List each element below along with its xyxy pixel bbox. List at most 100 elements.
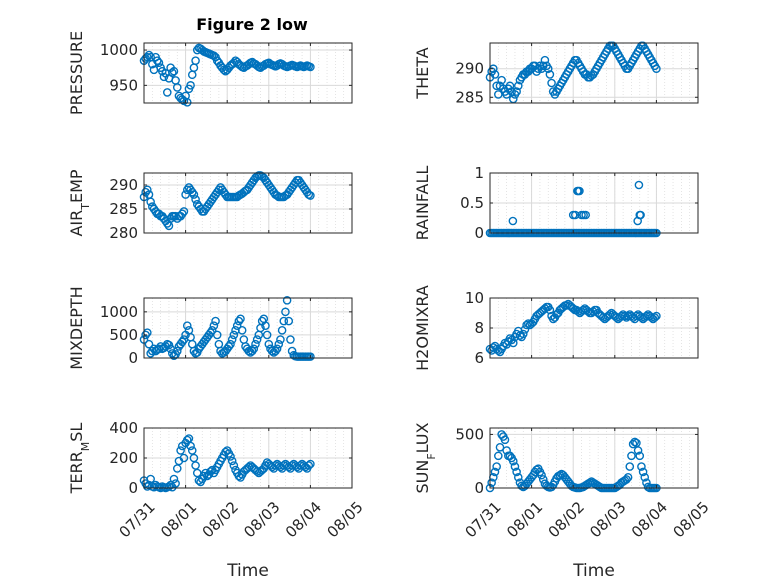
- data-point: [247, 346, 257, 356]
- data-point: [636, 210, 645, 220]
- data-point: [172, 83, 182, 92]
- y-tick-label: 1000: [100, 303, 138, 321]
- y-tick-label: 290: [109, 176, 138, 194]
- data-point: [171, 479, 180, 488]
- y-tick-label: 0: [128, 349, 138, 367]
- data-point: [144, 339, 154, 349]
- data-point: [625, 462, 635, 471]
- data-point: [652, 311, 661, 321]
- data-point: [229, 330, 239, 340]
- series-air-temp: [139, 171, 315, 231]
- data-point: [227, 456, 237, 466]
- y-tick-label: 280: [109, 224, 138, 242]
- data-point: [637, 462, 646, 471]
- data-point: [224, 342, 234, 351]
- data-point: [523, 319, 533, 328]
- y-tick-label: 1: [474, 164, 484, 182]
- axes-box: [143, 172, 353, 234]
- data-point: [249, 344, 259, 354]
- y-tick-label: 10: [465, 289, 484, 307]
- data-point: [261, 321, 270, 330]
- data-point: [513, 472, 523, 482]
- data-point: [281, 307, 290, 317]
- y-axis-label: AIRTEMP: [67, 169, 92, 236]
- data-point: [209, 321, 219, 330]
- data-point: [186, 441, 195, 451]
- data-point: [272, 344, 282, 354]
- data-point: [490, 70, 500, 79]
- data-point: [236, 314, 245, 324]
- y-axis-label: MIXDEPTH: [67, 286, 86, 369]
- y-tick-label: 200: [109, 449, 138, 467]
- series-h2omixra: [485, 299, 661, 357]
- axes-box: [143, 297, 353, 359]
- data-point: [252, 335, 262, 344]
- y-tick-label: 290: [455, 60, 484, 78]
- x-axis-label: Time: [572, 561, 615, 581]
- data-point: [154, 58, 164, 68]
- data-point: [517, 481, 526, 491]
- axes-theta: 285 290 THETA: [413, 41, 699, 106]
- axes-rainfall: 0 0.5 1 RAINFALL: [413, 164, 699, 242]
- data-point: [508, 216, 518, 226]
- data-point: [219, 65, 229, 75]
- data-point: [510, 462, 520, 471]
- y-tick-label: 0.5: [460, 194, 484, 212]
- axes-pressure: 950 1000 PRESSURE: [67, 31, 353, 115]
- data-point: [500, 435, 510, 445]
- data-point: [543, 64, 553, 74]
- axes-box: [143, 42, 353, 104]
- data-point: [262, 330, 272, 340]
- data-point: [182, 321, 192, 330]
- y-tick-label: 285: [455, 88, 484, 106]
- data-point: [495, 442, 505, 452]
- data-point: [490, 467, 500, 477]
- y-tick-label: 1000: [100, 41, 138, 59]
- data-point: [284, 316, 294, 326]
- data-point: [211, 316, 220, 326]
- data-point: [304, 461, 314, 470]
- axes-air-temp: 280 285 290 AIRTEMP: [67, 169, 353, 242]
- data-point: [640, 472, 650, 482]
- data-point: [172, 346, 182, 356]
- data-point: [207, 326, 217, 335]
- data-point: [189, 190, 199, 199]
- data-point: [267, 346, 277, 356]
- data-point: [229, 461, 239, 470]
- axes-box: [489, 42, 699, 104]
- data-point: [538, 475, 548, 484]
- data-point: [547, 78, 556, 88]
- data-point: [276, 335, 285, 344]
- data-point: [518, 329, 528, 339]
- data-point: [237, 326, 247, 335]
- data-point: [633, 446, 643, 455]
- data-point: [179, 453, 189, 463]
- data-point: [306, 352, 315, 361]
- y-tick-label: 0: [474, 479, 484, 497]
- data-point: [512, 467, 521, 477]
- data-point: [282, 296, 292, 305]
- data-point: [169, 474, 179, 484]
- data-point: [306, 459, 315, 469]
- data-point: [638, 467, 648, 477]
- data-point: [513, 81, 523, 91]
- data-point: [508, 456, 518, 466]
- y-tick-label: 6: [474, 349, 484, 367]
- data-point: [182, 97, 192, 107]
- data-point: [508, 338, 518, 348]
- data-point: [512, 87, 521, 96]
- data-point: [635, 451, 645, 461]
- plot-area: [490, 428, 698, 488]
- data-point: [492, 462, 501, 471]
- y-tick-label: 8: [474, 319, 484, 337]
- series-pressure: [139, 43, 315, 107]
- data-point: [191, 56, 200, 65]
- y-axis-label: PRESSURE: [67, 31, 86, 115]
- data-point: [627, 451, 636, 461]
- data-point: [652, 64, 661, 74]
- data-point: [581, 210, 590, 220]
- data-point: [146, 197, 155, 207]
- y-axis-label: H2OMIXRA: [413, 285, 432, 371]
- figure-title: Figure 2 low: [196, 15, 308, 34]
